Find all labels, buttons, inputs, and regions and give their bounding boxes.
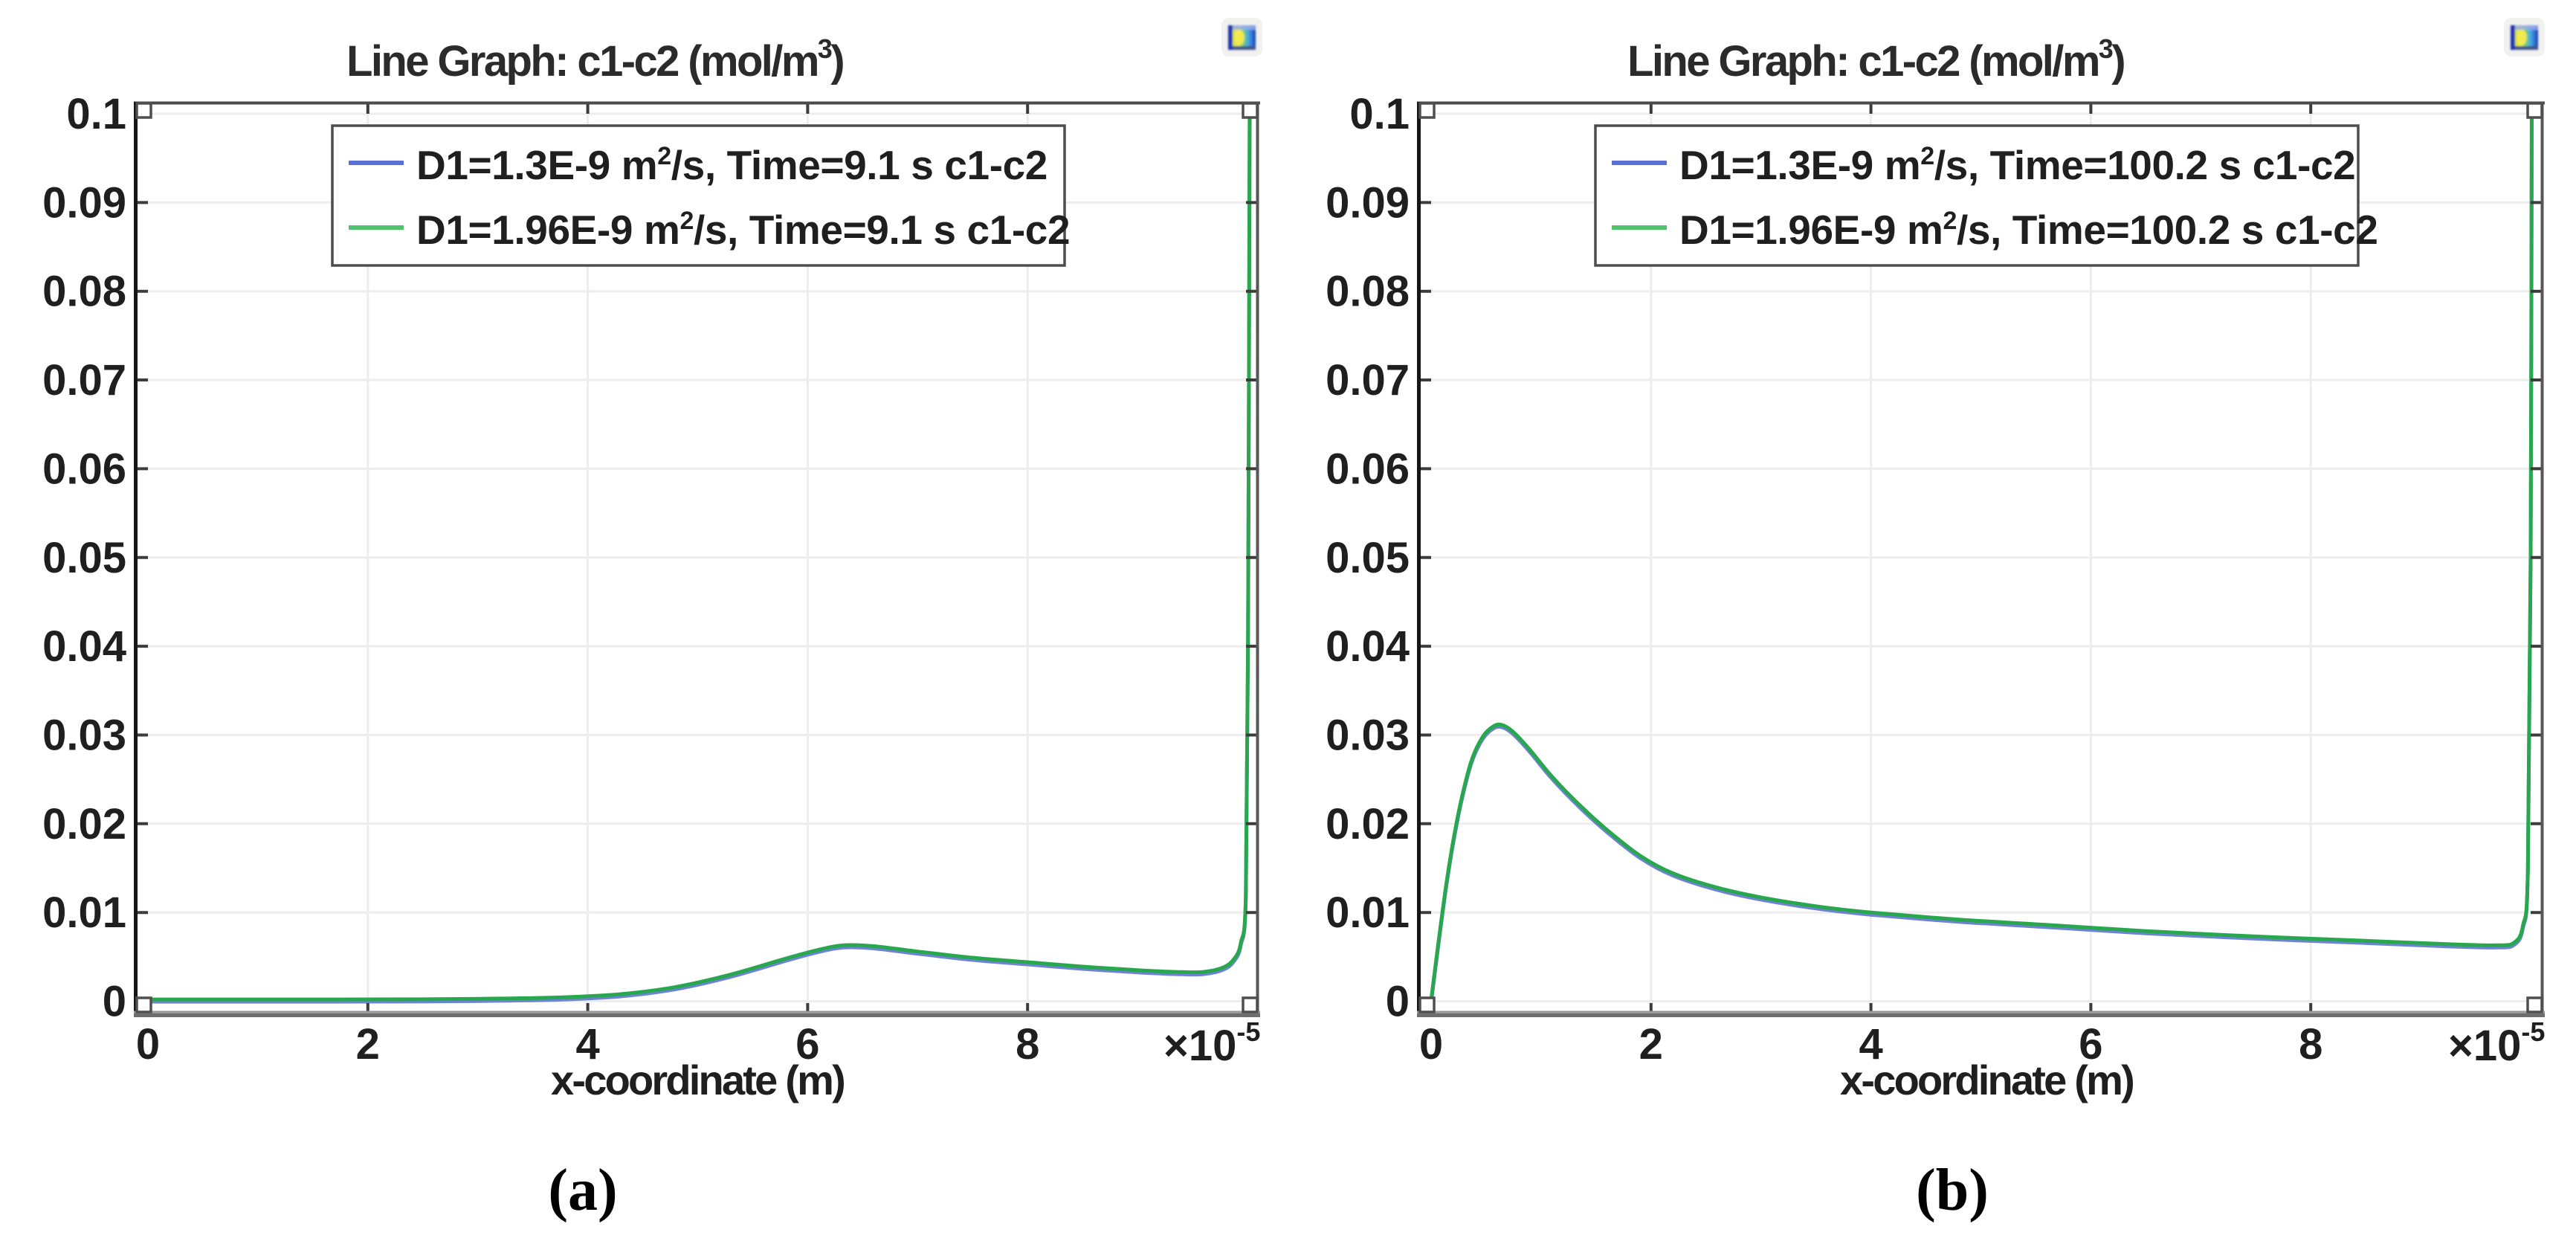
svg-text:0.02: 0.02 [1326, 800, 1410, 848]
svg-text:(b): (b) [1916, 1158, 1989, 1223]
svg-text:4: 4 [575, 1020, 599, 1068]
svg-text:6: 6 [2079, 1020, 2102, 1068]
svg-text:0.05: 0.05 [1326, 534, 1410, 582]
svg-text:2: 2 [1639, 1020, 1663, 1068]
svg-text:4: 4 [1859, 1020, 1882, 1068]
svg-text:0: 0 [103, 978, 126, 1026]
svg-text:8: 8 [2299, 1020, 2322, 1068]
svg-text:0.08: 0.08 [1326, 268, 1410, 316]
svg-text:0: 0 [1419, 1020, 1443, 1068]
svg-text:0.1: 0.1 [66, 90, 126, 138]
svg-text:x-coordinate (m): x-coordinate (m) [1840, 1057, 2133, 1103]
svg-text:0: 0 [1386, 978, 1410, 1026]
svg-text:0.06: 0.06 [1326, 445, 1410, 493]
svg-text:0.01: 0.01 [1326, 889, 1410, 937]
svg-text:0: 0 [136, 1020, 160, 1068]
svg-text:D1=1.3E-9 m2/s, Time=9.1 s c1-: D1=1.3E-9 m2/s, Time=9.1 s c1-c2 [416, 142, 1047, 188]
svg-text:0.01: 0.01 [42, 889, 126, 937]
svg-text:0.08: 0.08 [42, 268, 126, 316]
svg-text:Line Graph: c1-c2 (mol/m3): Line Graph: c1-c2 (mol/m3) [1627, 33, 2124, 86]
svg-text:0.06: 0.06 [42, 445, 126, 493]
svg-text:Line Graph: c1-c2 (mol/m3): Line Graph: c1-c2 (mol/m3) [346, 33, 843, 86]
svg-text:0.1: 0.1 [1349, 90, 1410, 138]
svg-text:0.07: 0.07 [42, 356, 126, 404]
svg-text:0.04: 0.04 [1326, 622, 1410, 671]
svg-text:0.03: 0.03 [1326, 712, 1410, 760]
svg-text:D1=1.96E-9 m2/s, Time=9.1 s c1: D1=1.96E-9 m2/s, Time=9.1 s c1-c2 [416, 207, 1070, 253]
svg-text:D1=1.96E-9 m2/s, Time=100.2 s: D1=1.96E-9 m2/s, Time=100.2 s c1-c2 [1679, 207, 2378, 253]
svg-text:6: 6 [795, 1020, 819, 1068]
svg-text:0.09: 0.09 [42, 178, 126, 227]
svg-text:2: 2 [356, 1020, 380, 1068]
svg-text:0.05: 0.05 [42, 534, 126, 582]
svg-text:0.02: 0.02 [42, 800, 126, 848]
svg-text:0.07: 0.07 [1326, 356, 1410, 404]
svg-text:x-coordinate (m): x-coordinate (m) [551, 1057, 844, 1103]
svg-text:8: 8 [1016, 1020, 1039, 1068]
svg-text:0.09: 0.09 [1326, 178, 1410, 227]
svg-text:D1=1.3E-9 m2/s, Time=100.2 s c: D1=1.3E-9 m2/s, Time=100.2 s c1-c2 [1679, 142, 2355, 188]
svg-text:0.03: 0.03 [42, 712, 126, 760]
svg-text:0.04: 0.04 [42, 622, 126, 671]
svg-text:(a): (a) [548, 1158, 617, 1223]
